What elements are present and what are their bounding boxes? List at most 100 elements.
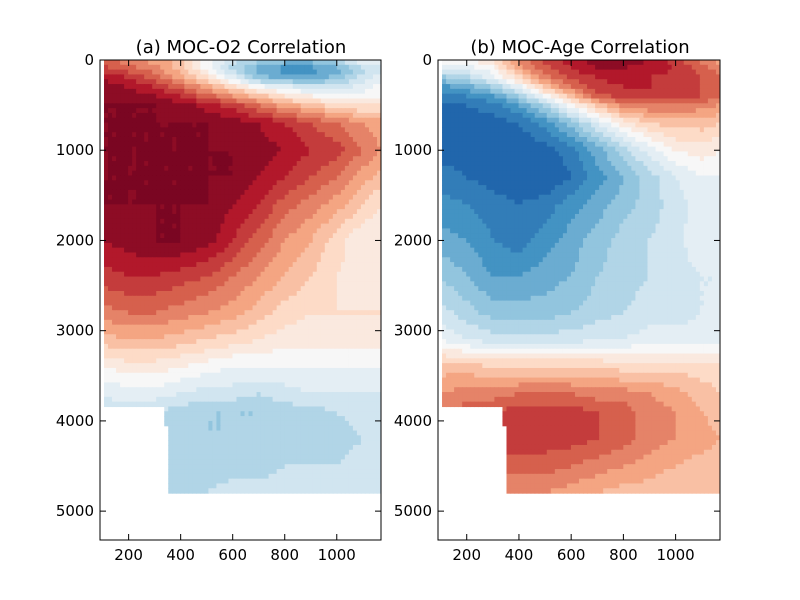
contour-cell: [260, 69, 266, 76]
contour-cell: [328, 348, 334, 355]
contour-cell: [368, 377, 374, 383]
contour-cell: [188, 127, 193, 133]
contour-cell: [168, 204, 173, 210]
contour-cell: [292, 146, 298, 153]
contour-cell: [296, 339, 302, 345]
contour-cell: [308, 290, 314, 297]
contour-cell: [112, 112, 117, 119]
contour-cell: [272, 257, 278, 263]
contour-cell: [112, 98, 117, 104]
contour-cell: [308, 213, 314, 220]
contour-cell: [112, 132, 117, 138]
contour-cell: [208, 271, 213, 278]
contour-cell: [316, 218, 322, 225]
contour-cell: [316, 262, 322, 268]
contour-cell: [212, 151, 218, 157]
contour-cell: [120, 112, 125, 119]
contour-cell: [368, 315, 374, 321]
contour-cell: [268, 377, 274, 383]
contour-cell: [252, 117, 258, 124]
contour-cell: [372, 204, 378, 210]
contour-cell: [124, 242, 129, 249]
contour-cell: [300, 84, 306, 90]
contour-cell: [320, 339, 326, 345]
contour-cell: [324, 213, 330, 220]
contour-cell: [248, 218, 254, 225]
contour-cell: [244, 310, 250, 316]
contour-cell: [296, 363, 302, 369]
contour-cell: [144, 108, 149, 114]
contour-cell: [116, 170, 121, 177]
contour-cell: [328, 290, 334, 297]
contour-cell: [176, 204, 181, 210]
contour-cell: [108, 64, 113, 71]
contour-cell: [268, 343, 274, 350]
contour-cell: [308, 93, 314, 100]
contour-cell: [364, 127, 370, 133]
contour-cell: [224, 84, 230, 90]
contour-cell: [260, 367, 266, 374]
contour-cell: [248, 213, 254, 220]
contour-cell: [168, 358, 173, 364]
contour-cell: [248, 242, 254, 249]
contour-cell: [108, 199, 113, 205]
contour-cell: [200, 271, 205, 278]
contour-cell: [372, 324, 378, 331]
contour-cell: [192, 93, 197, 100]
contour-cell: [348, 290, 354, 297]
contour-cell: [312, 218, 318, 225]
contour-cell: [340, 117, 346, 124]
contour-cell: [112, 372, 117, 379]
contour-cell: [356, 199, 362, 205]
contour-cell: [124, 382, 129, 388]
contour-cell: [156, 165, 161, 172]
contour-cell: [172, 218, 177, 225]
contour-cell: [336, 175, 342, 181]
contour-cell: [236, 353, 242, 359]
contour-cell: [360, 305, 366, 311]
contour-cell: [372, 242, 378, 249]
contour-cell: [196, 339, 201, 345]
contour-cell: [152, 156, 157, 162]
contour-cell: [320, 319, 326, 326]
contour-cell: [308, 348, 314, 355]
contour-cell: [148, 329, 153, 335]
contour-cell: [224, 252, 230, 258]
contour-cell: [296, 209, 302, 215]
contour-cell: [152, 103, 157, 109]
contour-cell: [192, 127, 197, 133]
contour-cell: [252, 228, 258, 234]
contour-cell: [328, 401, 334, 408]
contour-cell: [172, 213, 177, 220]
contour-cell: [372, 103, 378, 109]
contour-cell: [144, 132, 149, 138]
contour-cell: [276, 74, 282, 80]
contour-cell: [248, 60, 254, 66]
contour-cell: [336, 151, 342, 157]
contour-cell: [348, 199, 354, 205]
contour-cell: [376, 334, 381, 340]
contour-cell: [356, 218, 362, 225]
contour-cell: [356, 372, 362, 379]
contour-cell: [244, 262, 250, 268]
contour-cell: [232, 180, 238, 186]
contour-cell: [144, 315, 149, 321]
contour-cell: [148, 401, 153, 408]
contour-cell: [308, 98, 314, 104]
contour-cell: [264, 127, 270, 133]
contour-cell: [244, 228, 250, 234]
contour-cell: [196, 194, 201, 201]
contour-cell: [232, 358, 238, 364]
contour-cell: [240, 401, 246, 408]
contour-cell: [348, 141, 354, 148]
contour-cell: [264, 199, 270, 205]
contour-cell: [376, 161, 381, 167]
contour-cell: [360, 156, 366, 162]
contour-cell: [180, 358, 185, 364]
contour-cell: [372, 84, 378, 90]
contour-cell: [108, 324, 113, 331]
contour-cell: [108, 218, 113, 225]
contour-cell: [336, 98, 342, 104]
contour-cell: [300, 88, 306, 95]
contour-cell: [336, 233, 342, 239]
